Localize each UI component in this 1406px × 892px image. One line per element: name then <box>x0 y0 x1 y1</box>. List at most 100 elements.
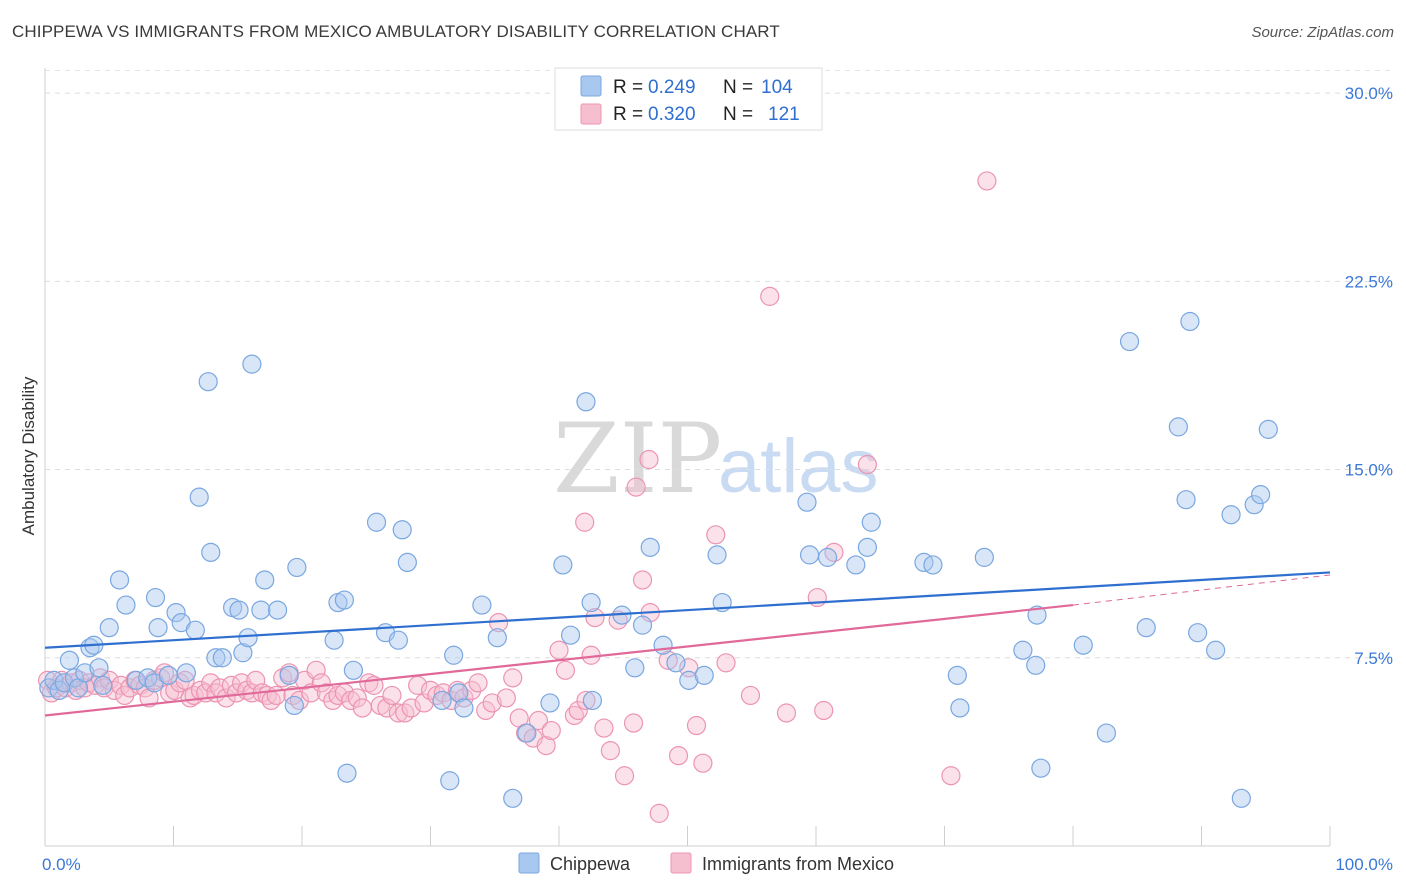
point-chippewa <box>444 645 464 665</box>
point-mexico <box>99 670 119 690</box>
point-chippewa <box>255 570 275 590</box>
point-chippewa <box>59 650 80 670</box>
legend: R = 0.249 N = 104 R = 0.320 N = 121 <box>554 67 823 131</box>
point-chippewa <box>1206 640 1226 660</box>
point-chippewa <box>1136 618 1156 638</box>
point-mexico <box>382 685 402 706</box>
point-chippewa <box>267 600 288 620</box>
point-chippewa <box>287 557 307 578</box>
point-chippewa <box>99 618 119 638</box>
point-chippewa <box>229 600 249 620</box>
point-mexico <box>693 753 713 773</box>
point-chippewa <box>857 537 878 557</box>
point-chippewa <box>343 660 363 680</box>
point-chippewa <box>397 552 417 573</box>
point-chippewa <box>1176 490 1196 510</box>
point-chippewa <box>251 600 271 620</box>
point-chippewa <box>679 670 699 690</box>
legend-r-label-chippewa: R = <box>613 77 643 98</box>
point-chippewa <box>64 668 85 688</box>
point-chippewa <box>553 555 573 575</box>
point-chippewa <box>1096 723 1117 743</box>
point-chippewa <box>324 630 344 650</box>
point-mexico <box>201 673 221 693</box>
point-mexico <box>626 477 646 497</box>
legend-n-value-mexico: 121 <box>768 104 800 125</box>
point-chippewa <box>653 635 673 655</box>
trend-lines <box>44 571 1331 717</box>
y-tick-label: 7.5% <box>1354 649 1393 668</box>
point-chippewa <box>198 372 218 392</box>
point-chippewa <box>279 665 299 685</box>
point-chippewa <box>116 595 136 615</box>
point-chippewa <box>540 693 560 713</box>
point-chippewa <box>1026 655 1046 675</box>
point-chippewa <box>1244 495 1264 515</box>
point-mexico <box>686 715 707 736</box>
point-mexico <box>623 713 644 733</box>
point-chippewa <box>201 542 221 562</box>
watermark-zip: ZIP <box>553 403 722 515</box>
x-tick-label-max: 100.0% <box>1335 855 1393 874</box>
point-chippewa <box>503 788 523 808</box>
legend-r-label-mexico: R = <box>613 104 643 125</box>
point-mexico <box>541 720 561 741</box>
point-mexico <box>528 710 549 731</box>
bottom-legend-label-chippewa: Chippewa <box>550 854 631 874</box>
point-mexico <box>104 680 124 701</box>
point-mexico <box>814 700 834 721</box>
point-chippewa <box>974 547 994 567</box>
point-chippewa <box>517 723 537 743</box>
point-chippewa <box>797 492 817 512</box>
point-chippewa <box>1073 635 1093 655</box>
series-chippewa <box>39 311 1278 808</box>
y-tick-label: 30.0% <box>1345 84 1393 103</box>
point-chippewa <box>212 648 232 668</box>
point-chippewa <box>75 663 95 683</box>
point-mexico <box>246 670 266 690</box>
legend-n-label-chippewa: N = <box>723 77 753 98</box>
point-chippewa <box>337 763 357 783</box>
point-mexico <box>585 608 605 628</box>
point-chippewa <box>923 555 943 575</box>
bottom-legend-swatch-mexico <box>670 852 692 874</box>
point-chippewa <box>576 392 596 412</box>
point-mexico <box>347 688 367 708</box>
point-chippewa <box>233 643 253 663</box>
point-chippewa <box>238 628 258 648</box>
point-chippewa <box>366 512 387 532</box>
point-mexico <box>941 766 961 786</box>
point-mexico <box>306 660 326 680</box>
point-chippewa <box>109 570 130 590</box>
y-tick-label: 22.5% <box>1345 272 1393 291</box>
point-mexico <box>395 703 415 723</box>
point-mexico <box>658 650 678 670</box>
legend-n-label-mexico: N = <box>723 104 753 125</box>
point-mexico <box>716 653 736 673</box>
point-mexico <box>503 668 523 688</box>
point-chippewa <box>176 663 196 683</box>
y-tick-label: 15.0% <box>1345 461 1393 480</box>
point-chippewa <box>817 547 838 567</box>
bottom-legend: Chippewa Immigrants from Mexico <box>518 852 894 874</box>
point-chippewa <box>89 658 109 678</box>
point-mexico <box>433 683 453 703</box>
point-chippewa <box>950 698 970 718</box>
point-chippewa <box>581 592 601 613</box>
point-mexico <box>576 690 596 711</box>
trend-line-mexico <box>44 603 1074 717</box>
point-chippewa <box>432 690 452 711</box>
legend-swatch-chippewa <box>580 75 602 97</box>
bottom-legend-label-mexico: Immigrants from Mexico <box>702 854 894 874</box>
point-mexico <box>555 660 576 680</box>
point-mexico <box>649 803 669 823</box>
point-chippewa <box>1031 758 1051 778</box>
point-mexico <box>476 700 496 721</box>
point-mexico <box>776 703 797 723</box>
point-chippewa <box>1027 605 1047 625</box>
point-mexico <box>549 640 569 660</box>
point-mexico <box>857 454 878 475</box>
point-mexico <box>760 286 780 306</box>
point-mexico <box>401 698 421 718</box>
